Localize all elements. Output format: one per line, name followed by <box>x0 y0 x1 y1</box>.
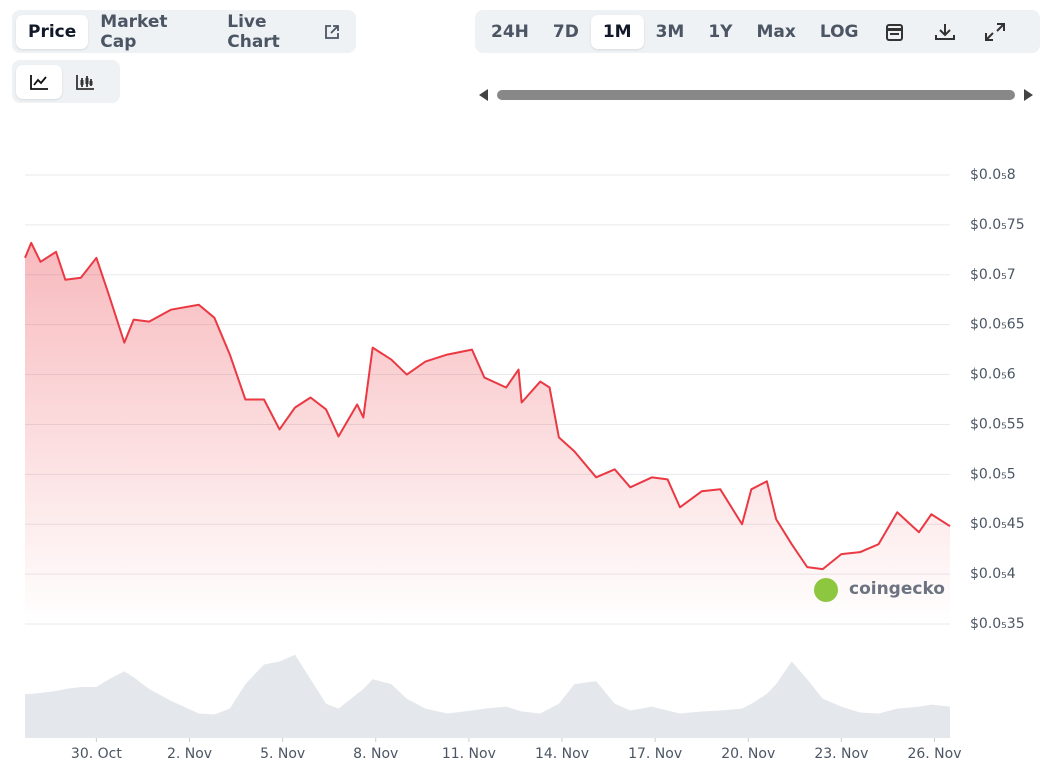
y-tick-label: $0.0₅65 <box>970 317 1025 333</box>
scrollbar[interactable] <box>479 89 1033 101</box>
x-tick-label: 2. Nov <box>167 746 212 762</box>
tab-button[interactable]: Price <box>16 14 89 49</box>
download-button[interactable] <box>920 15 970 49</box>
y-tick-label: $0.0₅6 <box>970 367 1016 383</box>
y-tick-label: $0.0₅75 <box>970 217 1025 233</box>
volume-area <box>25 654 950 738</box>
candle-icon <box>76 74 94 90</box>
watermark-logo <box>814 578 838 602</box>
x-tick-label: 30. Oct <box>71 746 122 762</box>
range-button[interactable]: 24H <box>491 21 529 42</box>
x-tick-label: 23. Nov <box>814 746 868 762</box>
range-button[interactable]: 1M <box>590 14 644 49</box>
range-button[interactable]: LOG <box>819 21 859 42</box>
price-line <box>24 241 951 571</box>
y-tick-label: $0.0₅45 <box>970 516 1025 532</box>
candle-chart-button[interactable] <box>62 65 108 99</box>
x-tick-label: 8. Nov <box>353 746 398 762</box>
calendar-icon <box>886 23 904 41</box>
range-button[interactable]: 7D <box>552 21 579 42</box>
y-tick-label: $0.0₅8 <box>970 167 1016 183</box>
range-button[interactable]: Max <box>756 21 796 42</box>
tab-button[interactable]: Market Cap <box>88 11 215 52</box>
line-icon <box>30 74 48 90</box>
range-button[interactable]: 1Y <box>708 21 733 42</box>
range-button[interactable]: 3M <box>655 21 685 42</box>
expand-icon <box>985 22 1006 41</box>
tab-label: Live Chart <box>227 11 280 52</box>
line-chart-button[interactable] <box>16 64 62 99</box>
x-tick-label: 20. Nov <box>721 746 775 762</box>
tab-group: Price Market Cap Live Chart <box>12 10 356 53</box>
chart-style-group <box>12 60 120 103</box>
x-tick-label: 5. Nov <box>260 746 305 762</box>
calendar-button[interactable] <box>870 15 920 49</box>
x-tick-label: 11. Nov <box>442 746 496 762</box>
y-tick-label: $0.0₅55 <box>970 416 1025 432</box>
fullscreen-button[interactable] <box>970 15 1020 49</box>
tab-label: Price <box>28 21 77 42</box>
price-area <box>25 242 950 625</box>
x-tick-label: 26. Nov <box>907 746 961 762</box>
external-link-icon <box>325 24 339 39</box>
tab-label: Market Cap <box>100 11 168 52</box>
watermark: coingecko <box>849 579 945 599</box>
download-icon <box>935 23 956 40</box>
y-tick-label: $0.0₅35 <box>970 616 1025 632</box>
x-tick-label: 17. Nov <box>628 746 682 762</box>
tab-button[interactable]: Live Chart <box>215 11 352 52</box>
x-tick-label: 14. Nov <box>535 746 589 762</box>
y-tick-label: $0.0₅5 <box>970 466 1016 482</box>
y-tick-label: $0.0₅7 <box>970 267 1016 283</box>
range-group: 24H 7D 1M 3M 1Y Max LOG <box>475 10 1040 53</box>
y-tick-label: $0.0₅4 <box>970 566 1016 582</box>
